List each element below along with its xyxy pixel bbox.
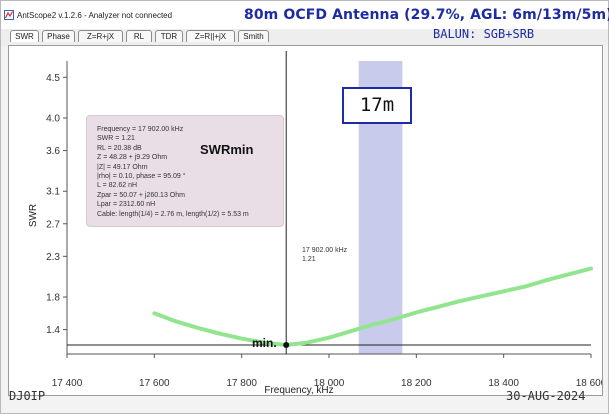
tab-smith[interactable]: Smith [238,30,269,42]
callsign-label: DJ0IP [9,389,46,403]
x-tick-label: 18 200 [401,378,432,389]
swr-min-marker [283,342,290,349]
balun-label: BALUN: SGB+SRB [433,27,535,41]
swr-data-point [502,290,505,293]
y-tick-label: 4.5 [46,73,60,84]
swr-data-point [393,318,396,320]
y-tick-label: 1.8 [46,293,60,304]
date-label: 30-AUG-2024 [506,389,586,403]
swr-data-point [459,300,461,302]
marker-info-line: |rho| = 0.10, phase = 95.09 ° [97,173,186,181]
banner-title: 80m OCFD Antenna (29.7%, AGL: 6m/13m/5m) [244,7,609,23]
swr-data-point [481,295,483,298]
cursor-readout: 17 902.00 kHz 1.21 [302,246,347,264]
marker-info-line: Lpar = 2312.60 nH [97,201,156,209]
x-tick-label: 17 800 [226,378,257,389]
swr-data-point [524,285,527,288]
swr-data-point [568,273,570,276]
y-tick-label: 4.0 [46,113,60,124]
marker-info-line: |Z| = 49.17 Ohm [97,163,148,171]
y-tick-label: 1.4 [46,325,60,336]
marker-info-line: SWR = 1.21 [97,135,135,143]
swr-data-point [328,336,330,339]
swr-data-point [415,311,418,314]
tab-z-r-par-jx[interactable]: Z=R||+jX [186,30,235,42]
marker-info-line: RL = 20.38 dB [97,144,142,152]
swr-data-point [371,323,374,326]
marker-info-text: Frequency = 17 902.00 kHz SWR = 1.21 RL = … [97,125,249,219]
swr-data-point [590,267,592,270]
app-icon [4,10,14,20]
swr-data-point [350,330,352,333]
swr-data-point [437,305,439,308]
swr-data-point [262,341,265,344]
tab-phase[interactable]: Phase [42,30,75,42]
marker-info-line: L = 82.62 nH [97,182,138,190]
y-tick-label: 3.6 [46,146,60,157]
swr-data-point [197,327,199,329]
tab-swr[interactable]: SWR [10,30,39,42]
swr-data-point [306,341,308,344]
tab-z-r-jx[interactable]: Z=R+jX [78,30,123,42]
swr-data-point [546,279,549,281]
swr-data-point [240,337,243,340]
x-tick-label: 18 400 [488,378,519,389]
x-tick-label: 18 600 [576,378,602,389]
swrmin-label: SWRmin [200,142,254,157]
tab-bar [1,29,608,46]
y-tick-label: 2.7 [46,219,60,230]
x-tick-label: 17 600 [139,378,170,389]
tab-tdr[interactable]: TDR [155,30,183,42]
window-title: AntScope2 v.1.2.6 - Analyzer not connect… [17,11,173,20]
swr-data-point [219,332,221,335]
y-tick-label: 2.3 [46,252,60,263]
y-tick-label: 3.1 [46,187,60,198]
marker-info-line: Frequency = 17 902.00 kHz [97,126,184,133]
marker-info-line: Z = 48.28 + j9.29 Ohm [97,154,168,162]
y-axis-label: SWR [28,204,39,227]
marker-info-panel [86,115,284,227]
x-tick-label: 17 400 [52,378,83,389]
tab-rl[interactable]: RL [126,30,152,42]
min-label: min. [252,336,277,350]
swr-data-point [153,312,156,315]
title-bar: AntScope2 v.1.2.6 - Analyzer not connect… [1,1,608,29]
cursor-readout-frequency: 17 902.00 kHz [302,247,348,254]
marker-info-line: Cable: length(1/4) = 2.76 m, length(1/2)… [97,210,249,218]
band-label-box: 17m [342,87,412,124]
cursor-readout-swr: 1.21 [302,256,316,263]
x-tick-label: 18 000 [314,378,345,389]
x-axis-label: Frequency, kHz [264,385,333,395]
swr-data-point [175,320,177,323]
marker-info-line: Zpar = 50.07 + j260.13 Ohm [97,191,185,199]
